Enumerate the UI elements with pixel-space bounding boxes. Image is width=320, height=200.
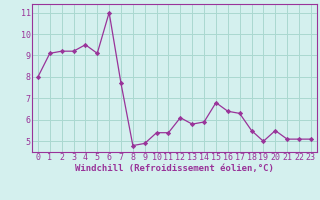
X-axis label: Windchill (Refroidissement éolien,°C): Windchill (Refroidissement éolien,°C) <box>75 164 274 173</box>
